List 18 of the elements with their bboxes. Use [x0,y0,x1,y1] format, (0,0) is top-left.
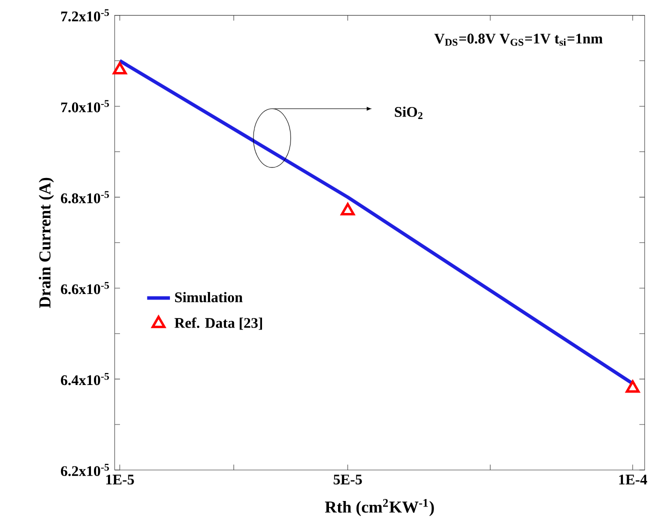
y-tick-label: 6.6x10$^{-5}$ [60,282,109,294]
y-tick-label: 6.4x10$^{-5}$ [60,373,109,386]
y-tick-label: 7.0x10$^{-5}$ [61,100,109,113]
annotation: SiO$_{2}$ [394,106,422,120]
legend-label: Ref. Data [23] [174,318,262,330]
point [340,203,355,216]
legend-label: Simulation [175,292,243,303]
x-axis-title: Rth (cm$^{2}$KW$^{-1}$) [325,499,434,516]
x-tick-label: 5E-5 [334,474,362,485]
x-tick-label: 1E-5 [106,474,134,485]
y-tick-label: 7.2x10$^{-5}$ [61,9,109,22]
y-axis-title: Drain Current (A) [38,178,54,308]
annotation: V$_{DS}$=0.8V V$_{GS}$=1V t$_{si}$=1nm [434,34,603,46]
y-tick-label: 6.2x10$^{-5}$ [60,464,109,476]
x-tick-label: 1E-4 [619,474,648,485]
y-tick-label: 6.8x10$^{-5}$ [60,191,109,204]
point [626,380,640,393]
point [112,62,127,75]
